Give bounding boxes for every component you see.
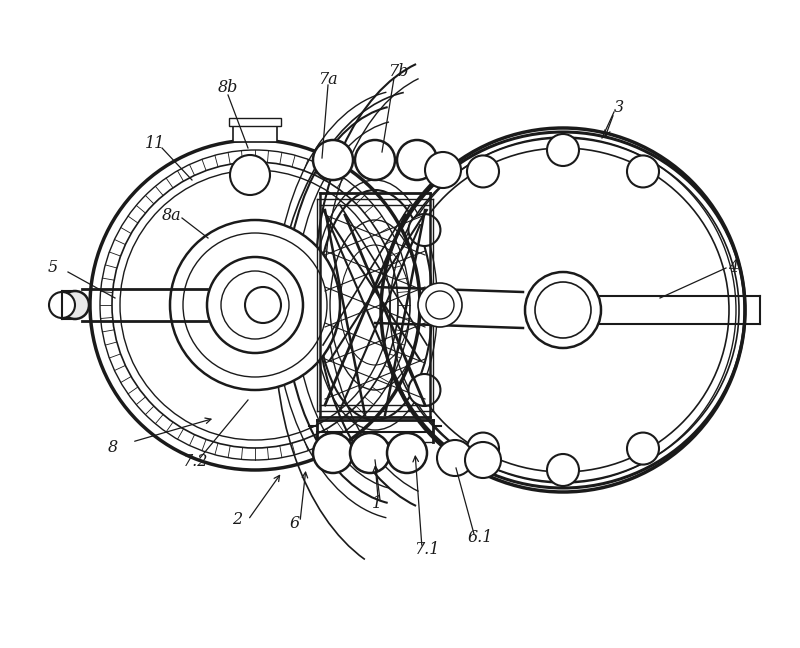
Text: 7a: 7a [318, 71, 338, 89]
Circle shape [547, 454, 579, 486]
Circle shape [525, 272, 601, 348]
Circle shape [221, 271, 289, 339]
Circle shape [112, 162, 398, 448]
Ellipse shape [245, 287, 281, 323]
Bar [229, 118, 281, 126]
Ellipse shape [387, 138, 739, 482]
Circle shape [170, 220, 340, 390]
Circle shape [465, 442, 501, 478]
Circle shape [426, 291, 454, 319]
Text: 7.2: 7.2 [182, 454, 207, 470]
Text: 3: 3 [614, 100, 624, 117]
Circle shape [207, 257, 303, 353]
Circle shape [409, 374, 441, 406]
Circle shape [313, 433, 353, 473]
Circle shape [409, 214, 441, 246]
Text: 5: 5 [48, 259, 58, 277]
Text: 11: 11 [145, 135, 166, 152]
Circle shape [627, 156, 659, 187]
Circle shape [418, 283, 462, 327]
Ellipse shape [49, 292, 75, 318]
Circle shape [425, 152, 461, 188]
Ellipse shape [381, 132, 745, 488]
Text: 7.1: 7.1 [414, 542, 439, 559]
Circle shape [397, 140, 437, 180]
Text: 6.1: 6.1 [468, 529, 494, 546]
Circle shape [547, 134, 579, 166]
Circle shape [355, 140, 395, 180]
Circle shape [387, 433, 427, 473]
Ellipse shape [397, 148, 729, 472]
Text: 1: 1 [372, 494, 382, 511]
Text: 6: 6 [290, 516, 300, 533]
Circle shape [627, 433, 659, 465]
Text: 8b: 8b [218, 80, 238, 97]
Text: 8: 8 [108, 439, 118, 456]
Text: 7b: 7b [388, 64, 408, 80]
Circle shape [350, 433, 390, 473]
Circle shape [90, 140, 420, 470]
Circle shape [467, 156, 499, 187]
Circle shape [467, 433, 499, 465]
Text: 2: 2 [232, 511, 242, 529]
Circle shape [230, 155, 270, 195]
Text: 4: 4 [728, 259, 738, 277]
Circle shape [183, 233, 327, 377]
Circle shape [313, 140, 353, 180]
Circle shape [100, 150, 410, 460]
Text: 8a: 8a [162, 207, 182, 224]
Circle shape [120, 170, 390, 440]
Bar [233, 124, 277, 142]
Ellipse shape [61, 291, 89, 319]
Circle shape [437, 440, 473, 476]
Circle shape [535, 282, 591, 338]
